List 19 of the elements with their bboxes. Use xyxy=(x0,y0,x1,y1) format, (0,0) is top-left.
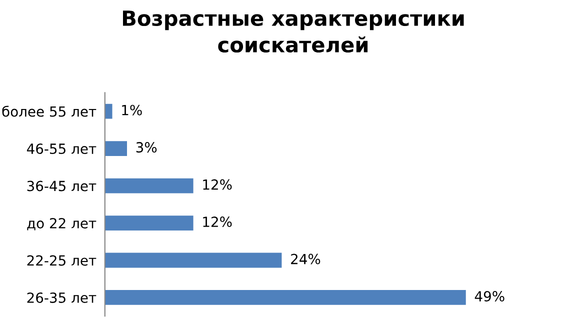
data-label: 1% xyxy=(122,104,142,116)
bar xyxy=(104,141,128,156)
data-label: 3% xyxy=(136,142,157,153)
y-tick-label: 46-55 лет xyxy=(26,144,96,154)
bar xyxy=(104,104,112,119)
data-label: 12% xyxy=(203,179,232,190)
bar xyxy=(104,178,194,194)
y-tick-label: более 55 лет xyxy=(2,106,96,117)
data-label: 49% xyxy=(474,291,504,302)
chart-title: Возрастные характеристики соискателей xyxy=(123,10,464,53)
data-label: 12% xyxy=(203,216,232,228)
y-tick-label: 36-45 лет xyxy=(27,180,96,192)
bar xyxy=(104,290,466,305)
bar xyxy=(104,216,194,230)
y-tick-label: до 22 лет xyxy=(27,218,96,230)
data-label: 24% xyxy=(291,254,320,264)
y-tick-label: 26-35 лет xyxy=(27,292,96,303)
y-tick-label: 22-25 лет xyxy=(27,255,96,266)
bar xyxy=(104,252,282,268)
